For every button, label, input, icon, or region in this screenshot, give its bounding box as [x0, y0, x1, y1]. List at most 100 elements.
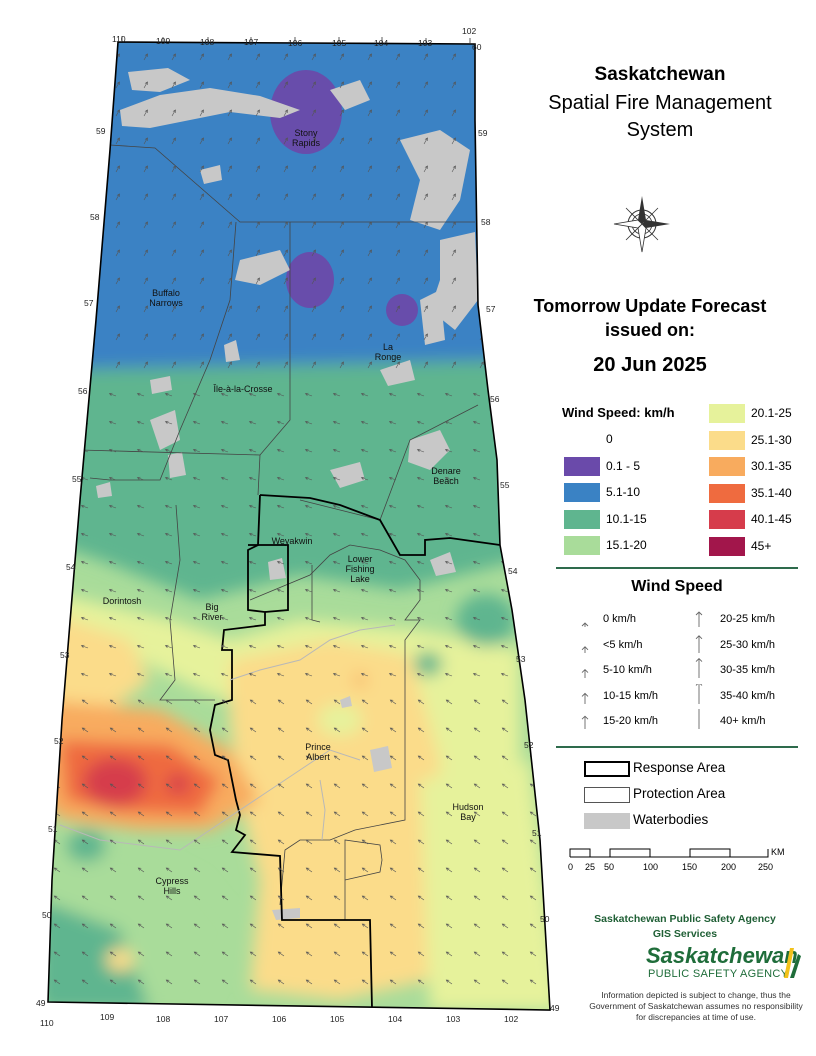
wind-vector-mark [221, 839, 229, 845]
wind-vector-mark [227, 361, 232, 369]
wind-vector-mark [165, 923, 173, 929]
wind-vector-mark [423, 137, 428, 145]
wind-vector-mark [388, 532, 397, 537]
wind-vector-mark [193, 727, 201, 733]
wind-vector-mark [507, 137, 512, 145]
wind-vector-mark [248, 504, 257, 509]
wind-vector-mark [115, 81, 120, 89]
wind-vector-mark [276, 644, 285, 649]
response-area-swatch [584, 761, 630, 777]
wind-vector-mark [277, 979, 285, 985]
wind-class-label: 30.1-35 [751, 459, 792, 473]
wind-vector-mark [304, 504, 313, 509]
wind-vector-mark [500, 644, 509, 649]
wind-vector-mark [53, 867, 61, 873]
wind-vector-mark [305, 923, 313, 929]
wind-vector-mark [472, 448, 481, 453]
wind-vector-mark [361, 755, 369, 761]
wind-vector-mark [388, 672, 397, 677]
wind-vector-mark [81, 755, 89, 761]
wind-vector-mark [59, 193, 64, 201]
wind-vector-mark [451, 81, 456, 89]
wind-vector-mark [109, 867, 117, 873]
wind-vector-mark [115, 109, 120, 117]
wind-arrow-icon [695, 683, 703, 704]
wind-vector-mark [360, 476, 369, 481]
wind-vector-mark [529, 923, 537, 929]
wind-vector-mark [473, 979, 481, 985]
wind-vector-mark [80, 616, 89, 621]
latitude-label: 49 [36, 998, 46, 1008]
wind-vector-mark [199, 137, 204, 145]
latitude-label: 56 [78, 386, 88, 396]
wind-vector-mark [367, 277, 372, 285]
wind-vector-mark [255, 193, 260, 201]
wind-vector-mark [472, 616, 481, 621]
wind-vector-mark [389, 727, 397, 733]
wind-vector-mark [164, 420, 173, 425]
wind-vector-mark [143, 333, 148, 341]
wind-vector-mark [227, 249, 232, 257]
wind-vector-mark [339, 221, 344, 229]
wind-vector-mark [81, 839, 89, 845]
wind-vector-mark [221, 783, 229, 789]
wind-vector-mark [311, 193, 316, 201]
wind-vector-mark [528, 672, 537, 677]
wind-vector-mark [136, 672, 145, 677]
wind-vector-mark [283, 193, 288, 201]
wind-vector-mark [361, 979, 369, 985]
wind-vector-mark [529, 979, 537, 985]
wind-vector-mark [388, 644, 397, 649]
wind-vector-mark [332, 616, 341, 621]
wind-vector-mark [304, 616, 313, 621]
wind-vector-mark [80, 532, 89, 537]
wind-vector-mark [535, 193, 540, 201]
wind-vector-mark [171, 81, 176, 89]
wind-vector-mark [227, 109, 232, 117]
wind-vector-mark [143, 305, 148, 313]
scale-tick: 150 [682, 862, 698, 872]
wind-vector-mark [192, 672, 201, 677]
wind-vector-mark [248, 644, 257, 649]
wind-arrow-icon [695, 611, 703, 627]
wind-vector-mark [339, 137, 344, 145]
wind-vector-mark [165, 895, 173, 901]
wind-vector-mark [339, 81, 344, 89]
wind-vector-mark [59, 333, 64, 341]
wind-vector-mark [199, 277, 204, 285]
wind-vector-mark [333, 699, 341, 705]
wind-vector-mark [143, 165, 148, 173]
wind-vector-mark [444, 588, 453, 593]
wind-vector-mark [332, 420, 341, 425]
wind-vector-mark [529, 951, 537, 957]
wind-vector-mark [199, 165, 204, 173]
wind-vector-mark [81, 867, 89, 873]
wind-vector-mark [108, 644, 117, 649]
wind-vector-mark [389, 979, 397, 985]
latitude-label: 57 [486, 304, 496, 314]
wind-vector-mark [193, 951, 201, 957]
wind-vector-mark [423, 193, 428, 201]
wind-vector-mark [80, 504, 89, 509]
latitude-label: 49 [550, 1003, 560, 1013]
wind-vector-mark [143, 53, 148, 61]
wind-vector-mark [137, 979, 145, 985]
wind-vector-mark [304, 476, 313, 481]
wind-vector-mark [529, 811, 537, 817]
wind-vector-mark [311, 53, 316, 61]
wind-vector-mark [277, 783, 285, 789]
longitude-label: 105 [330, 1014, 345, 1024]
wind-vector-mark [276, 448, 285, 453]
wind-vector-mark [108, 392, 117, 397]
wind-vector-mark [361, 783, 369, 789]
wind-vector-mark [109, 895, 117, 901]
wind-vector-mark [389, 923, 397, 929]
wind-vector-mark [249, 895, 257, 901]
wind-vector-mark [388, 392, 397, 397]
wind-vector-mark [444, 616, 453, 621]
longitude-label: 107 [244, 37, 259, 47]
wind-arrow-icon [581, 622, 589, 627]
wind-vector-mark [423, 277, 428, 285]
wind-vector-mark [136, 532, 145, 537]
wind-vector-mark [304, 532, 313, 537]
